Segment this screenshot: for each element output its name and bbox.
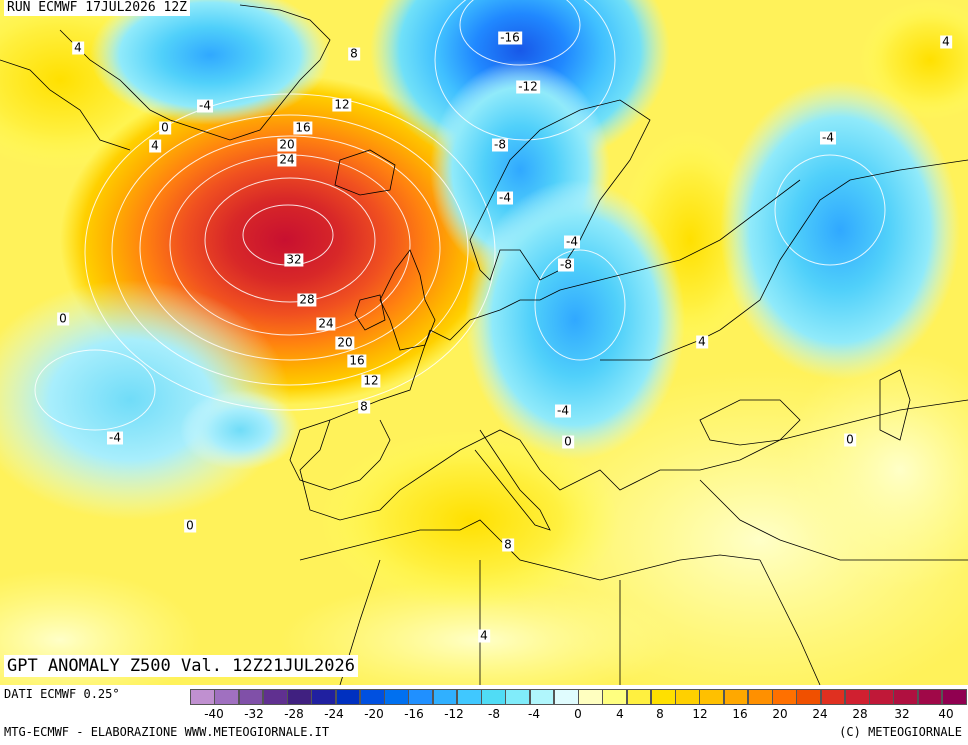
legend-tick: -40 bbox=[204, 707, 224, 721]
legend-tick: 28 bbox=[852, 707, 868, 721]
contour-label: 0 bbox=[159, 120, 171, 135]
legend-swatch bbox=[941, 689, 967, 705]
legend-swatch bbox=[626, 689, 652, 705]
contour-label: 4 bbox=[478, 628, 490, 643]
legend-swatch bbox=[190, 689, 215, 705]
legend-swatch bbox=[287, 689, 312, 705]
legend-swatch bbox=[650, 689, 676, 705]
legend-swatch bbox=[432, 689, 458, 705]
anomaly-map: RUN ECMWF 17JUL2026 12Z GPT ANOMALY Z500… bbox=[0, 0, 968, 685]
legend-swatch bbox=[869, 689, 894, 705]
contour-label: -8 bbox=[492, 137, 508, 152]
legend-swatch bbox=[772, 689, 797, 705]
contour-label: 4 bbox=[696, 334, 708, 349]
footer: DATI ECMWF 0.25° -40 -32 -28 -24 -20 -16 -12 -8… bbox=[0, 685, 968, 745]
legend-tick-labels: -40 -32 -28 -24 -20 -16 -12 -8 -4 0 4 8 12 16 20 24 28 32… bbox=[190, 707, 966, 723]
contour-label: -4 bbox=[497, 190, 513, 205]
legend-swatch bbox=[408, 689, 433, 705]
contour-label: -16 bbox=[498, 30, 522, 45]
legend-swatch bbox=[602, 689, 627, 705]
legend-swatch bbox=[529, 689, 555, 705]
contour-label: 28 bbox=[297, 292, 317, 307]
credit-left: MTG-ECMWF - ELABORAZIONE WWW.METEOGIORNA… bbox=[4, 725, 330, 739]
legend-tick: -20 bbox=[364, 707, 384, 721]
legend-swatch bbox=[820, 689, 846, 705]
contour-label: 0 bbox=[562, 434, 574, 449]
contour-label: 0 bbox=[184, 518, 196, 533]
legend-tick: -8 bbox=[488, 707, 500, 721]
legend-tick: -4 bbox=[528, 707, 540, 721]
legend-tick: 8 bbox=[656, 707, 664, 721]
legend-tick: 20 bbox=[772, 707, 788, 721]
contour-label: 4 bbox=[940, 34, 952, 49]
legend-swatch bbox=[262, 689, 288, 705]
legend-swatch bbox=[917, 689, 943, 705]
legend-tick: 40 bbox=[938, 707, 954, 721]
legend-swatch bbox=[747, 689, 773, 705]
contour-label: 12 bbox=[332, 97, 352, 112]
run-title: RUN ECMWF 17JUL2026 12Z bbox=[4, 0, 191, 16]
legend-swatch bbox=[553, 689, 579, 705]
contour-label: 16 bbox=[347, 353, 367, 368]
contour-label: 24 bbox=[316, 316, 336, 331]
contour-label: -4 bbox=[197, 98, 213, 113]
legend-swatch bbox=[214, 689, 239, 705]
anomaly-title: GPT ANOMALY Z500 Val. 12Z21JUL2026 bbox=[4, 655, 358, 677]
contour-label: -4 bbox=[555, 403, 571, 418]
legend-swatch bbox=[796, 689, 821, 705]
contour-label: 32 bbox=[284, 252, 304, 267]
legend-tick: 4 bbox=[616, 707, 624, 721]
contour-label: -8 bbox=[558, 257, 574, 272]
legend-swatch bbox=[893, 689, 918, 705]
contour-label: 4 bbox=[72, 40, 84, 55]
contour-label: 24 bbox=[277, 152, 297, 167]
contour-label: 0 bbox=[844, 432, 856, 447]
legend-tick: 24 bbox=[812, 707, 828, 721]
legend-swatch bbox=[505, 689, 530, 705]
contour-label: -12 bbox=[516, 79, 540, 94]
legend-tick: -24 bbox=[324, 707, 344, 721]
contour-label: -4 bbox=[107, 430, 123, 445]
contour-label: 20 bbox=[277, 137, 297, 152]
legend-swatch bbox=[335, 689, 361, 705]
legend-tick: -28 bbox=[284, 707, 304, 721]
color-legend bbox=[190, 689, 967, 705]
legend-tick: -12 bbox=[444, 707, 464, 721]
data-source-label: DATI ECMWF 0.25° bbox=[4, 687, 120, 701]
legend-tick: 16 bbox=[732, 707, 748, 721]
contour-label: 8 bbox=[502, 537, 514, 552]
contour-label-russia: -4 bbox=[820, 130, 836, 145]
contour-label: 16 bbox=[293, 120, 313, 135]
contour-label: 8 bbox=[348, 46, 360, 61]
legend-tick: 12 bbox=[692, 707, 708, 721]
contour-label: 4 bbox=[149, 138, 161, 153]
legend-swatch bbox=[844, 689, 870, 705]
legend-swatch bbox=[481, 689, 506, 705]
legend-swatch bbox=[723, 689, 749, 705]
legend-swatch bbox=[578, 689, 603, 705]
contour-label: 8 bbox=[358, 399, 370, 414]
legend-swatch bbox=[238, 689, 264, 705]
legend-tick: 32 bbox=[894, 707, 910, 721]
contour-label: 0 bbox=[57, 311, 69, 326]
legend-tick: -32 bbox=[244, 707, 264, 721]
legend-swatch bbox=[359, 689, 385, 705]
contour-label: -4 bbox=[564, 234, 580, 249]
legend-tick: 0 bbox=[574, 707, 582, 721]
contour-label: 12 bbox=[361, 373, 381, 388]
credit-right: (C) METEOGIORNALE bbox=[839, 725, 962, 739]
legend-swatch bbox=[699, 689, 724, 705]
legend-swatch bbox=[675, 689, 700, 705]
legend-swatch bbox=[384, 689, 409, 705]
legend-tick: -16 bbox=[404, 707, 424, 721]
legend-swatch bbox=[456, 689, 482, 705]
legend-swatch bbox=[311, 689, 336, 705]
contour-label: 20 bbox=[335, 335, 355, 350]
